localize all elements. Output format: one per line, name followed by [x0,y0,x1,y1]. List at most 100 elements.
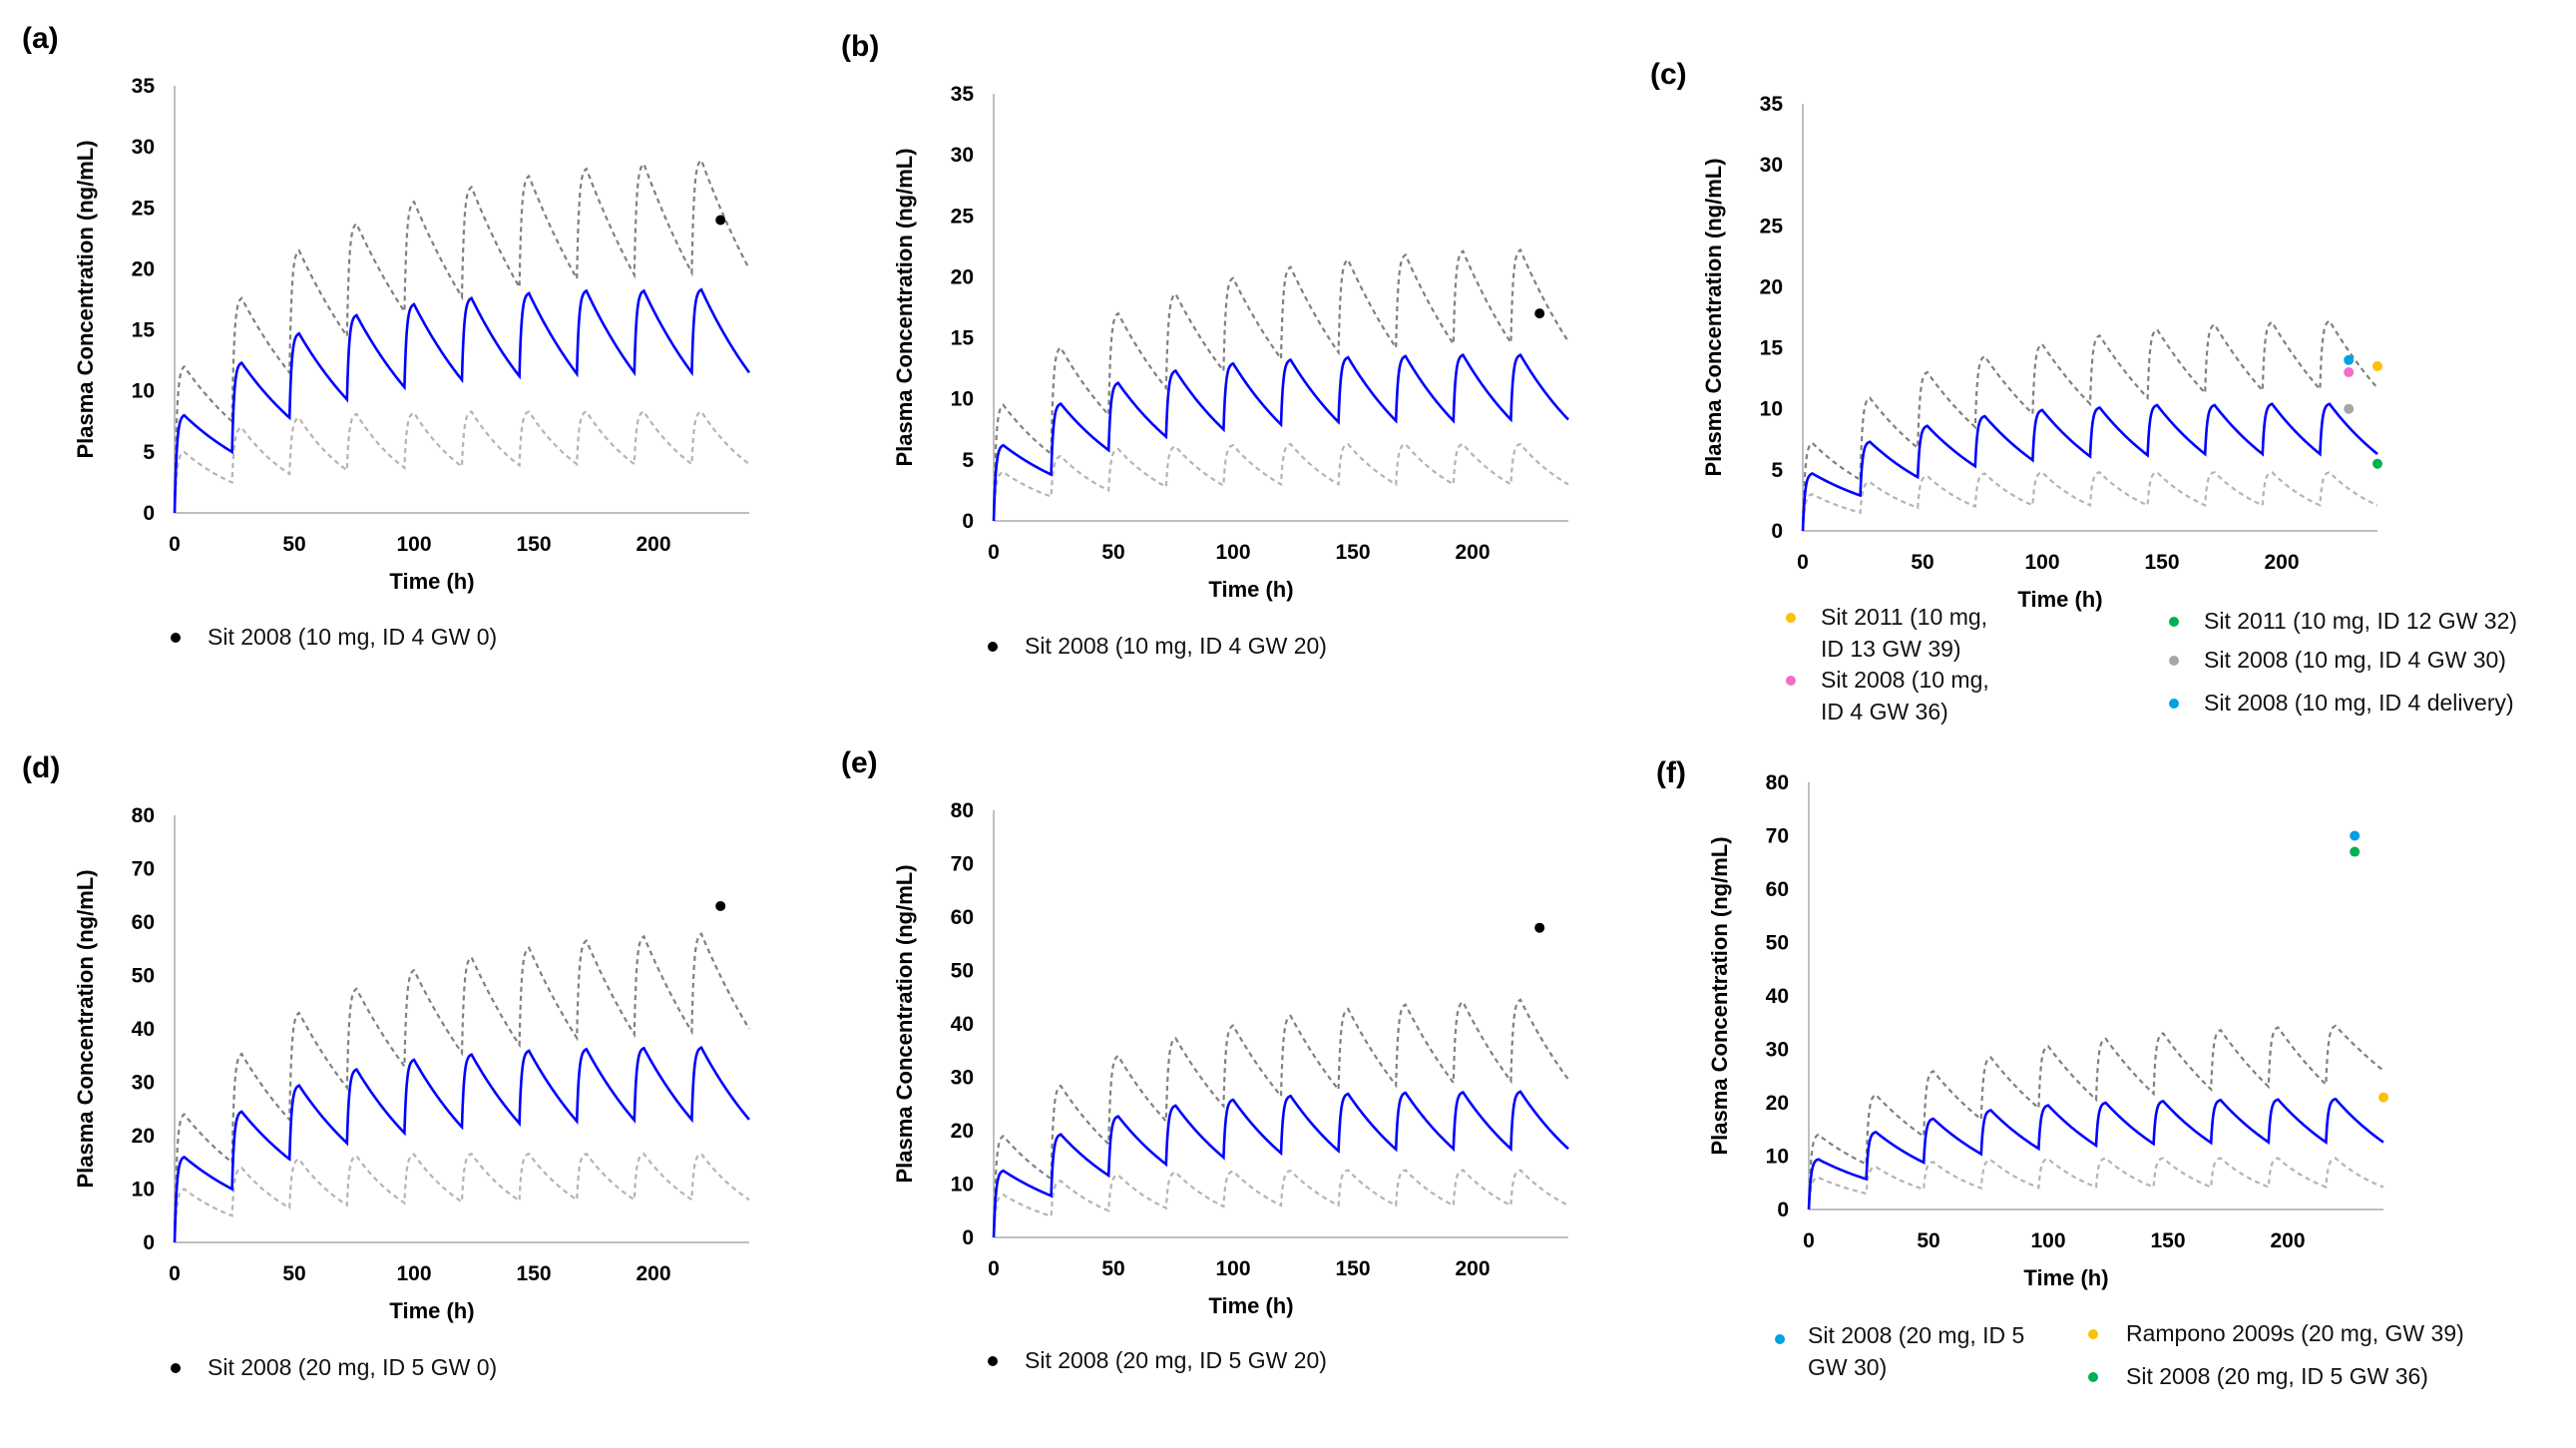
panel-b: (b) 0 50 100 150 200 0 5 10 15 20 25 30 35 Time (h) Pla… [819,8,1677,726]
y-tick-label: 30 [132,136,155,159]
panel-f: (f) 0 50 100 150 200 0 10 20 30 40 50 60 70 80 Time (h)… [1634,697,2492,1415]
x-tick-label: 100 [1215,541,1250,564]
series-mean-line [173,1045,750,1243]
y-tick-label: 10 [951,1174,974,1197]
observed-point [715,900,726,911]
series-mean-line [1801,402,2378,532]
y-tick-label: 20 [132,257,155,280]
y-tick-label: 0 [143,1231,155,1254]
chart-svg: 0 50 100 150 200 0 10 20 30 40 50 60 70 80 Time (h) Pla… [1707,771,2388,1290]
panel-label: (f) [1656,756,1686,789]
y-tick-label: 70 [951,853,974,876]
y-axis-title: Plasma Concentration (ng/mL) [892,864,917,1183]
x-axis-title: Time (h) [2017,587,2102,612]
legend-marker [988,1356,998,1366]
x-tick-label: 150 [1335,541,1370,564]
x-tick-label: 50 [282,1262,305,1285]
y-tick-label: 70 [132,858,155,881]
y-tick-label: 5 [1771,459,1783,482]
legend-text: Sit 2008 (20 mg, ID 5 [1808,1322,2025,1348]
legend-text: Sit 2008 (10 mg, ID 4 delivery) [2204,690,2514,716]
x-axis-title: Time (h) [2023,1265,2108,1290]
y-tick-label: 40 [132,1018,155,1041]
legend-text: Sit 2008 (20 mg, ID 5 GW 0) [208,1354,498,1380]
observed-point [2344,403,2355,414]
observed-point [2344,354,2355,365]
legend-entry: Sit 2008 (10 mg, ID 4 GW 36) [1821,664,1989,727]
y-tick-label: 0 [1777,1199,1789,1221]
y-tick-label: 10 [1760,398,1783,421]
chart-svg: 0 50 100 150 200 0 10 20 30 40 50 60 70 80 Time (h) Pla… [892,799,1569,1318]
x-tick-label: 200 [1455,1257,1490,1280]
y-tick-label: 30 [1760,154,1783,177]
panel-label: (b) [841,30,880,63]
legend-marker [2169,699,2179,709]
series-upper-line [1801,319,2378,532]
y-tick-label: 0 [962,510,974,533]
x-tick-label: 200 [636,1262,670,1285]
x-tick-label: 0 [988,1257,1000,1280]
y-tick-label: 70 [1766,825,1789,848]
y-tick-label: 60 [951,906,974,929]
chart-svg: 0 50 100 150 200 0 5 10 15 20 25 30 35 Time (h) Plasma… [73,75,751,594]
series-mean-line [992,1090,1569,1238]
legend-text: Sit 2008 (20 mg, ID 5 GW 36) [2126,1363,2428,1389]
panel-label: (c) [1650,58,1687,91]
observed-point [1534,922,1545,933]
x-axis-title: Time (h) [1208,1293,1293,1318]
legend-marker [988,642,998,652]
x-tick-label: 0 [1797,551,1809,574]
y-tick-label: 0 [962,1226,974,1249]
observed-point [2372,360,2382,371]
x-tick-label: 100 [396,1262,431,1285]
y-tick-label: 10 [951,388,974,411]
x-tick-label: 50 [1101,1257,1124,1280]
panel-c: (c) 0 50 100 150 200 0 5 10 15 20 25 30 35 Time (h) Pla… [1628,18,2517,736]
x-tick-label: 100 [1215,1257,1250,1280]
y-tick-label: 50 [951,960,974,983]
legend-entry: Rampono 2009s (20 mg, GW 39) [2126,1317,2464,1349]
y-tick-label: 30 [951,1067,974,1090]
y-tick-label: 10 [132,1179,155,1202]
legend-marker [171,633,181,643]
series-lower-line [173,410,750,514]
y-tick-label: 50 [1766,932,1789,955]
legend-entry: Sit 2011 (10 mg, ID 13 GW 39) [1821,601,1987,665]
observed-point [1534,308,1545,319]
legend-entry: Sit 2008 (20 mg, ID 5 GW 36) [2126,1360,2428,1392]
y-tick-label: 80 [951,799,974,822]
series-upper-line [173,932,750,1243]
chart-svg: 0 50 100 150 200 0 10 20 30 40 50 60 70 80 Time (h) Pla… [73,804,750,1323]
legend-marker [1775,1334,1785,1344]
y-tick-label: 30 [132,1072,155,1095]
y-tick-label: 20 [1760,275,1783,298]
x-tick-label: 50 [282,533,305,556]
x-tick-label: 200 [2270,1229,2305,1252]
chart-svg: 0 50 100 150 200 0 5 10 15 20 25 30 35 Time (h) Plasma… [1701,93,2382,612]
legend-text: Sit 2008 (10 mg, [1821,667,1989,693]
observed-point [2350,830,2361,841]
x-tick-label: 200 [1455,541,1490,564]
legend-marker [2088,1329,2098,1339]
x-axis-title: Time (h) [1208,577,1293,602]
y-tick-label: 0 [1771,520,1783,543]
x-tick-label: 50 [1911,551,1933,574]
legend-entry: Sit 2008 (20 mg, ID 5 GW 30) [1808,1319,2024,1383]
x-tick-label: 100 [396,533,431,556]
x-tick-label: 0 [169,1262,181,1285]
legend-text: Sit 2008 (10 mg, ID 4 GW 0) [208,624,498,650]
y-tick-label: 60 [1766,878,1789,901]
y-axis-title: Plasma Concentration (ng/mL) [892,148,917,466]
series-upper-line [992,998,1569,1238]
observed-point [2372,458,2382,469]
series-mean-line [992,353,1569,522]
y-tick-label: 5 [143,441,155,464]
y-tick-label: 80 [132,804,155,827]
legend-text: Sit 2008 (20 mg, ID 5 GW 20) [1025,1347,1327,1373]
legend-text: Sit 2011 (10 mg, [1821,604,1988,630]
y-tick-label: 20 [132,1125,155,1148]
y-tick-label: 50 [132,965,155,988]
y-tick-label: 35 [951,83,975,106]
legend-marker [2088,1372,2098,1382]
series-mean-line [1807,1097,2384,1210]
